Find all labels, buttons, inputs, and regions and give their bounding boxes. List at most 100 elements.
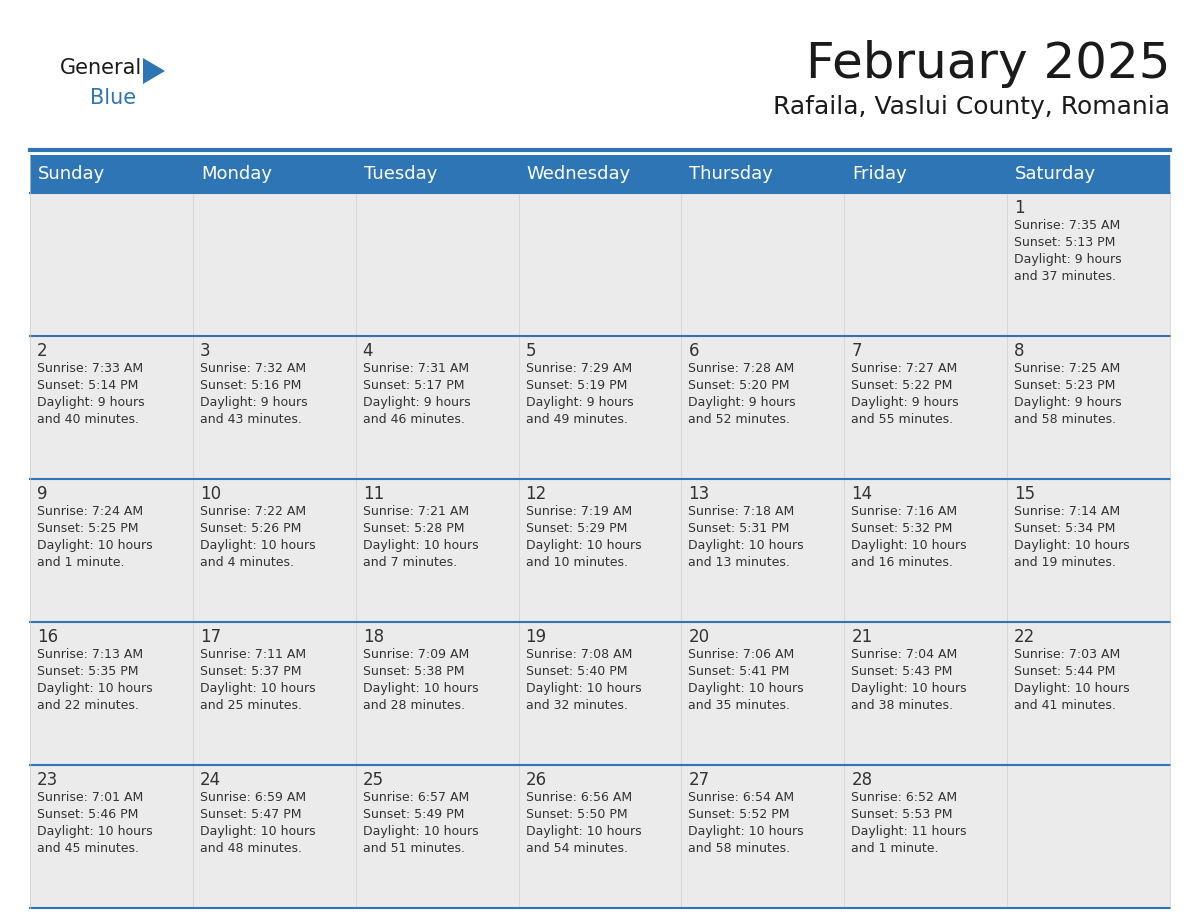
Text: General: General <box>61 58 143 78</box>
Text: Sunset: 5:29 PM: Sunset: 5:29 PM <box>525 522 627 535</box>
Text: Daylight: 10 hours: Daylight: 10 hours <box>362 682 479 695</box>
Text: Sunrise: 7:31 AM: Sunrise: 7:31 AM <box>362 362 469 375</box>
Text: Sunset: 5:31 PM: Sunset: 5:31 PM <box>688 522 790 535</box>
Text: 14: 14 <box>852 485 872 503</box>
Text: and 4 minutes.: and 4 minutes. <box>200 556 293 569</box>
Text: 26: 26 <box>525 771 546 789</box>
Bar <box>519 622 682 765</box>
Text: 1: 1 <box>1015 199 1025 217</box>
Text: Sunrise: 7:01 AM: Sunrise: 7:01 AM <box>37 791 144 804</box>
Bar <box>192 479 355 622</box>
Text: 7: 7 <box>852 342 861 360</box>
Text: and 48 minutes.: and 48 minutes. <box>200 842 302 855</box>
Text: 11: 11 <box>362 485 384 503</box>
Bar <box>845 479 1007 622</box>
Text: Daylight: 9 hours: Daylight: 9 hours <box>1015 396 1121 409</box>
Bar <box>682 479 845 622</box>
Text: and 7 minutes.: and 7 minutes. <box>362 556 457 569</box>
Text: Sunrise: 7:25 AM: Sunrise: 7:25 AM <box>1015 362 1120 375</box>
Text: Saturday: Saturday <box>1015 165 1097 183</box>
Bar <box>682 336 845 479</box>
Text: Sunset: 5:13 PM: Sunset: 5:13 PM <box>1015 236 1116 249</box>
Text: Daylight: 9 hours: Daylight: 9 hours <box>200 396 308 409</box>
Text: Daylight: 9 hours: Daylight: 9 hours <box>362 396 470 409</box>
Text: Daylight: 10 hours: Daylight: 10 hours <box>1015 539 1130 552</box>
Text: Sunset: 5:46 PM: Sunset: 5:46 PM <box>37 808 138 821</box>
Text: and 55 minutes.: and 55 minutes. <box>852 413 954 426</box>
Text: 21: 21 <box>852 628 872 646</box>
Text: 22: 22 <box>1015 628 1036 646</box>
Text: Sunrise: 7:27 AM: Sunrise: 7:27 AM <box>852 362 958 375</box>
Text: Sunset: 5:32 PM: Sunset: 5:32 PM <box>852 522 953 535</box>
Text: Sunrise: 6:56 AM: Sunrise: 6:56 AM <box>525 791 632 804</box>
Text: and 40 minutes.: and 40 minutes. <box>37 413 139 426</box>
Text: Daylight: 10 hours: Daylight: 10 hours <box>852 539 967 552</box>
Text: and 35 minutes.: and 35 minutes. <box>688 699 790 712</box>
Text: and 45 minutes.: and 45 minutes. <box>37 842 139 855</box>
Text: Sunrise: 7:09 AM: Sunrise: 7:09 AM <box>362 648 469 661</box>
Bar <box>682 622 845 765</box>
Text: Rafaila, Vaslui County, Romania: Rafaila, Vaslui County, Romania <box>773 95 1170 119</box>
Text: Sunrise: 7:22 AM: Sunrise: 7:22 AM <box>200 505 307 518</box>
Text: Sunset: 5:16 PM: Sunset: 5:16 PM <box>200 379 302 392</box>
Bar <box>355 336 519 479</box>
Text: Daylight: 10 hours: Daylight: 10 hours <box>688 539 804 552</box>
Text: 3: 3 <box>200 342 210 360</box>
Text: and 58 minutes.: and 58 minutes. <box>1015 413 1117 426</box>
Text: Daylight: 10 hours: Daylight: 10 hours <box>525 682 642 695</box>
Bar <box>355 479 519 622</box>
Text: 9: 9 <box>37 485 48 503</box>
Bar <box>192 336 355 479</box>
Text: and 37 minutes.: and 37 minutes. <box>1015 270 1117 283</box>
Text: Daylight: 10 hours: Daylight: 10 hours <box>852 682 967 695</box>
Text: Sunrise: 6:52 AM: Sunrise: 6:52 AM <box>852 791 958 804</box>
Text: Sunset: 5:47 PM: Sunset: 5:47 PM <box>200 808 302 821</box>
Text: Daylight: 9 hours: Daylight: 9 hours <box>525 396 633 409</box>
Text: and 16 minutes.: and 16 minutes. <box>852 556 953 569</box>
Text: Daylight: 10 hours: Daylight: 10 hours <box>200 825 316 838</box>
Text: and 28 minutes.: and 28 minutes. <box>362 699 465 712</box>
Text: Daylight: 10 hours: Daylight: 10 hours <box>37 682 152 695</box>
Text: 23: 23 <box>37 771 58 789</box>
Text: Sunset: 5:34 PM: Sunset: 5:34 PM <box>1015 522 1116 535</box>
Text: Sunrise: 7:24 AM: Sunrise: 7:24 AM <box>37 505 143 518</box>
Bar <box>519 336 682 479</box>
Text: Tuesday: Tuesday <box>364 165 437 183</box>
Text: Blue: Blue <box>90 88 137 108</box>
Text: and 1 minute.: and 1 minute. <box>852 842 939 855</box>
Text: and 46 minutes.: and 46 minutes. <box>362 413 465 426</box>
Text: Daylight: 9 hours: Daylight: 9 hours <box>37 396 145 409</box>
Text: Sunrise: 7:03 AM: Sunrise: 7:03 AM <box>1015 648 1120 661</box>
Text: 25: 25 <box>362 771 384 789</box>
Bar <box>845 622 1007 765</box>
Text: Daylight: 10 hours: Daylight: 10 hours <box>362 539 479 552</box>
Bar <box>192 622 355 765</box>
Text: 6: 6 <box>688 342 699 360</box>
Text: Sunrise: 7:19 AM: Sunrise: 7:19 AM <box>525 505 632 518</box>
Text: Sunset: 5:41 PM: Sunset: 5:41 PM <box>688 665 790 678</box>
Text: Daylight: 10 hours: Daylight: 10 hours <box>37 825 152 838</box>
Text: 4: 4 <box>362 342 373 360</box>
Text: 5: 5 <box>525 342 536 360</box>
Text: Sunrise: 7:14 AM: Sunrise: 7:14 AM <box>1015 505 1120 518</box>
Text: 18: 18 <box>362 628 384 646</box>
Text: Sunset: 5:23 PM: Sunset: 5:23 PM <box>1015 379 1116 392</box>
Text: Sunrise: 7:32 AM: Sunrise: 7:32 AM <box>200 362 307 375</box>
Text: Sunset: 5:53 PM: Sunset: 5:53 PM <box>852 808 953 821</box>
Text: Daylight: 10 hours: Daylight: 10 hours <box>688 682 804 695</box>
Bar <box>355 193 519 336</box>
Text: Sunrise: 6:59 AM: Sunrise: 6:59 AM <box>200 791 307 804</box>
Text: Sunrise: 7:08 AM: Sunrise: 7:08 AM <box>525 648 632 661</box>
Text: Daylight: 11 hours: Daylight: 11 hours <box>852 825 967 838</box>
Text: and 51 minutes.: and 51 minutes. <box>362 842 465 855</box>
Text: 8: 8 <box>1015 342 1024 360</box>
Text: 19: 19 <box>525 628 546 646</box>
Text: Daylight: 9 hours: Daylight: 9 hours <box>1015 253 1121 266</box>
Text: and 32 minutes.: and 32 minutes. <box>525 699 627 712</box>
Text: Thursday: Thursday <box>689 165 773 183</box>
Text: Daylight: 10 hours: Daylight: 10 hours <box>525 539 642 552</box>
Text: Sunrise: 7:28 AM: Sunrise: 7:28 AM <box>688 362 795 375</box>
Text: Sunset: 5:17 PM: Sunset: 5:17 PM <box>362 379 465 392</box>
Text: Sunrise: 7:21 AM: Sunrise: 7:21 AM <box>362 505 469 518</box>
Text: Sunset: 5:26 PM: Sunset: 5:26 PM <box>200 522 302 535</box>
